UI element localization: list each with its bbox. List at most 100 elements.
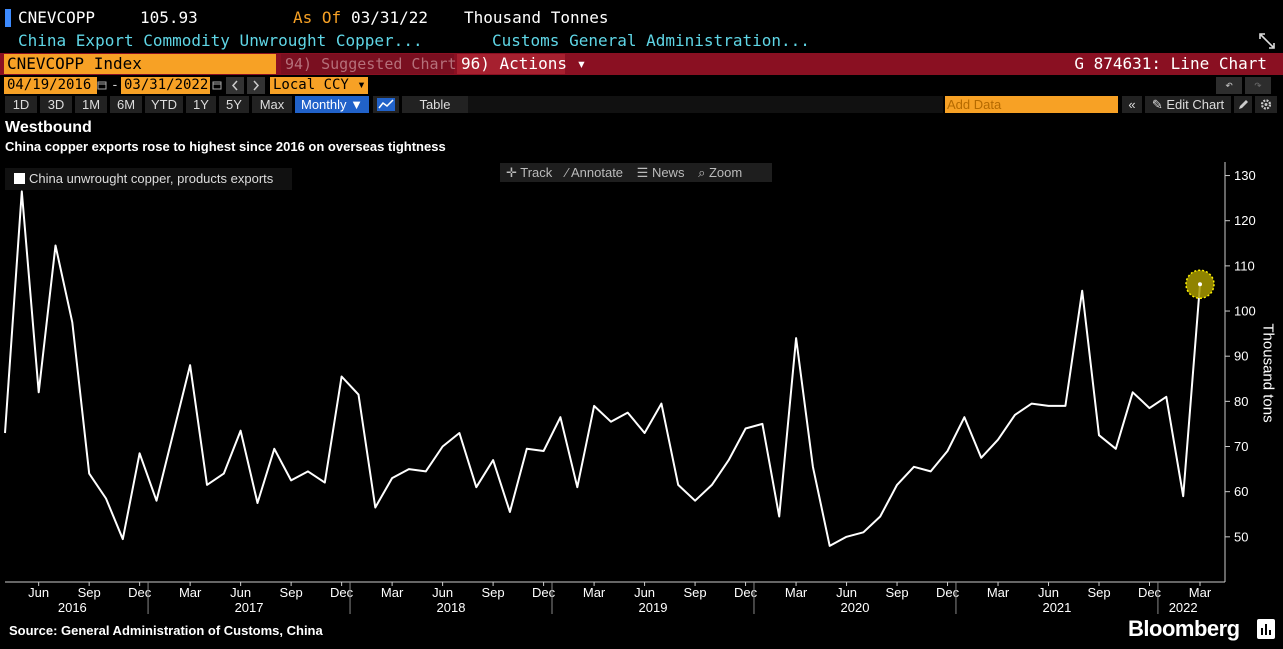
x-tick-label: Mar (785, 585, 808, 600)
chevron-left-icon (231, 80, 238, 91)
x-tick-label: Jun (432, 585, 453, 600)
ticker-symbol[interactable]: CNEVCOPP (18, 8, 96, 27)
chart-title: Westbound (5, 119, 92, 136)
legend-label: China unwrought copper, products exports (29, 171, 274, 186)
chart-tools: ✛ Track ⁄ Annotate ☰ News ⌕ Zoom (500, 163, 772, 182)
currency-select[interactable]: Local CCY ▾ (270, 77, 368, 94)
chart-subtitle: China copper exports rose to highest sin… (5, 139, 446, 154)
period-1m[interactable]: 1M (75, 96, 107, 113)
y-tick-label: 90 (1234, 349, 1248, 364)
x-tick-label: Jun (230, 585, 251, 600)
pencil-icon[interactable] (1234, 96, 1252, 113)
x-tick-label: Dec (330, 585, 354, 600)
period-max[interactable]: Max (252, 96, 292, 113)
period-3d[interactable]: 3D (40, 96, 72, 113)
x-tick-label: Mar (987, 585, 1010, 600)
date-forward-button[interactable] (247, 77, 265, 94)
period-ytd[interactable]: YTD (145, 96, 183, 113)
undo-icon[interactable]: ↶ (1216, 77, 1242, 94)
legend-swatch (14, 173, 25, 184)
line-style-button[interactable] (373, 96, 399, 113)
end-calendar-icon[interactable] (212, 78, 222, 93)
x-tick-label: Sep (684, 585, 707, 600)
expand-icon[interactable] (1259, 33, 1275, 49)
y-tick-label: 60 (1234, 484, 1248, 499)
period-1y[interactable]: 1Y (186, 96, 216, 113)
x-tick-label: Jun (836, 585, 857, 600)
chart-legend: China unwrought copper, products exports (5, 168, 292, 190)
x-tick-label: Dec (1138, 585, 1162, 600)
x-tick-label: Dec (936, 585, 960, 600)
collapse-button[interactable]: « (1122, 96, 1142, 113)
year-label: 2021 (1042, 600, 1071, 615)
y-tick-label: 50 (1234, 529, 1248, 544)
y-tick-label: 100 (1234, 304, 1256, 319)
start-date-input[interactable]: 04/19/2016 (4, 77, 97, 94)
series-line (4, 190, 1201, 547)
year-label: 2022 (1169, 600, 1198, 615)
annotate-tool[interactable]: ⁄ Annotate (565, 165, 624, 180)
frequency-select[interactable]: Monthly ▼ (295, 96, 369, 113)
gear-icon[interactable] (1255, 96, 1277, 113)
x-tick-label: Mar (179, 585, 202, 600)
y-tick-label: 130 (1234, 168, 1256, 183)
year-label: 2016 (58, 600, 87, 615)
toolbar-spacer (468, 96, 943, 113)
x-tick-label: Sep (280, 585, 303, 600)
x-tick-label: Mar (583, 585, 606, 600)
start-calendar-icon[interactable] (97, 78, 107, 93)
y-axis-label: Thousand tons (1259, 323, 1277, 423)
suggested-charts-button[interactable]: 94) Suggested Charts (281, 54, 466, 74)
chevron-right-icon (253, 80, 260, 91)
period-1d[interactable]: 1D (5, 96, 37, 113)
x-tick-label: Mar (381, 585, 404, 600)
x-tick-label: Mar (1189, 585, 1212, 600)
y-tick-label: 110 (1234, 258, 1255, 273)
x-tick-label: Jun (28, 585, 49, 600)
y-tick-label: 120 (1234, 213, 1256, 228)
line-chart-icon (377, 98, 395, 111)
x-tick-label: Jun (634, 585, 655, 600)
year-label: 2020 (841, 600, 870, 615)
bloomberg-logo: Bloomberg (1128, 616, 1240, 641)
y-tick-label: 80 (1234, 394, 1248, 409)
x-tick-label: Dec (532, 585, 556, 600)
security-description: China Export Commodity Unwrought Copper.… (18, 31, 423, 50)
table-button[interactable]: Table (402, 96, 468, 113)
unit-label: Thousand Tonnes (464, 8, 609, 27)
track-tool[interactable]: ✛ Track (506, 165, 553, 180)
x-tick-label: Sep (1087, 585, 1110, 600)
edit-chart-button[interactable]: ✎ Edit Chart (1145, 96, 1231, 113)
redo-icon[interactable]: ↷ (1245, 77, 1271, 94)
year-label: 2019 (639, 600, 668, 615)
date-back-button[interactable] (226, 77, 244, 94)
source-note: Source: General Administration of Custom… (9, 623, 323, 638)
security-input[interactable]: CNEVCOPP Index (4, 54, 276, 74)
year-label: 2018 (437, 600, 466, 615)
period-6m[interactable]: 6M (110, 96, 142, 113)
period-5y[interactable]: 5Y (219, 96, 249, 113)
bloomberg-terminal-icon (1257, 619, 1275, 639)
x-tick-label: Sep (885, 585, 908, 600)
x-tick-label: Dec (128, 585, 152, 600)
year-label: 2017 (235, 600, 264, 615)
y-tick-label: 70 (1234, 439, 1248, 454)
as-of-label: As Of (293, 8, 342, 27)
x-tick-label: Dec (734, 585, 758, 600)
source-name: Customs General Administration... (492, 31, 810, 50)
x-tick-label: Sep (78, 585, 101, 600)
date-dash: - (111, 78, 119, 93)
as-of-date: 03/31/22 (351, 8, 429, 27)
add-data-input[interactable]: Add Data (945, 96, 1118, 113)
last-value: 105.93 (140, 8, 198, 27)
ticker-marker (5, 9, 11, 27)
x-tick-label: Sep (482, 585, 505, 600)
x-tick-label: Jun (1038, 585, 1059, 600)
chart-id-title: G 874631: Line Chart (1074, 54, 1267, 73)
zoom-tool[interactable]: ⌕ Zoom (698, 165, 743, 180)
actions-menu[interactable]: 96) Actions ▾ (457, 54, 586, 74)
news-tool[interactable]: ☰ News (636, 165, 685, 180)
end-date-input[interactable]: 03/31/2022 (121, 77, 210, 94)
last-value-point (1198, 282, 1202, 287)
